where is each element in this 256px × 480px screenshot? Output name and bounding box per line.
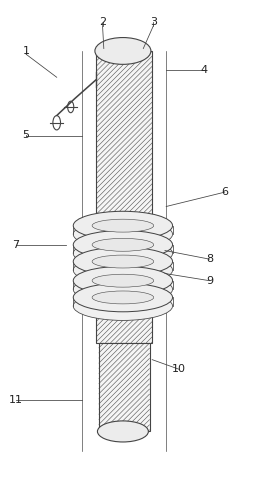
Text: 1: 1 [23, 46, 30, 56]
Ellipse shape [73, 283, 173, 312]
Ellipse shape [92, 239, 154, 251]
Bar [99, 343, 150, 432]
Ellipse shape [73, 239, 173, 268]
Ellipse shape [73, 292, 173, 321]
Ellipse shape [73, 275, 173, 304]
Ellipse shape [73, 256, 173, 285]
Ellipse shape [92, 291, 154, 304]
Ellipse shape [92, 274, 154, 287]
Ellipse shape [73, 211, 173, 240]
Text: 10: 10 [172, 364, 186, 374]
Ellipse shape [73, 266, 173, 295]
Text: 11: 11 [9, 396, 23, 405]
Text: 7: 7 [12, 240, 19, 250]
Ellipse shape [95, 37, 151, 64]
Text: 2: 2 [99, 17, 106, 27]
Ellipse shape [92, 219, 154, 232]
Text: 9: 9 [206, 276, 213, 286]
Bar [96, 51, 152, 343]
Text: 5: 5 [23, 130, 30, 140]
Text: 8: 8 [206, 254, 213, 264]
Ellipse shape [98, 421, 148, 442]
Ellipse shape [73, 230, 173, 259]
Text: 6: 6 [221, 187, 228, 197]
Ellipse shape [73, 247, 173, 276]
Ellipse shape [73, 220, 173, 249]
Text: 4: 4 [201, 65, 208, 75]
Text: 3: 3 [150, 17, 157, 27]
Ellipse shape [92, 255, 154, 268]
